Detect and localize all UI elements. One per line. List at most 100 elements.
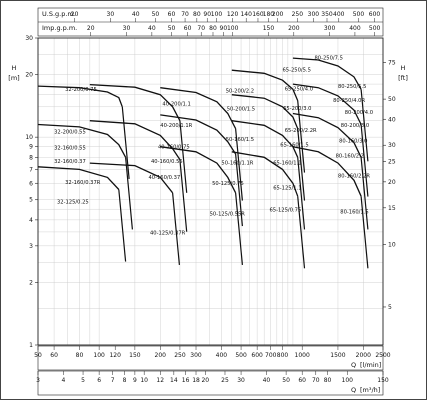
lmin-tick-label: 1000 [295, 352, 310, 359]
impgpm-tick-label: 200 [288, 25, 300, 32]
usgpm-tick-label: 180 [263, 11, 275, 18]
lmin-tick-label: 50 [34, 352, 42, 359]
m3h-tick-label: 7 [111, 377, 115, 384]
curve-50-200 [160, 87, 237, 129]
y-tick-label: 2 [29, 279, 33, 286]
y2-tick-label: 20 [388, 179, 396, 186]
lmin-tick-label: 60 [50, 352, 58, 359]
curve-65-200 [231, 94, 299, 129]
y-tick-label: 4 [29, 217, 33, 224]
impgpm-tick-label: 100 [227, 25, 239, 32]
curve-edge-50-200 [235, 128, 243, 201]
curve-50-160 [160, 114, 237, 155]
curve-65-125 [231, 151, 299, 197]
curve-32-200 [37, 85, 123, 108]
curve-32-125 [37, 166, 120, 190]
lmin-tick-label: 1500 [330, 352, 345, 359]
y2-axis-label: H [401, 64, 406, 72]
usgpm-tick-label: 160 [252, 11, 264, 18]
lmin-tick-label: 300 [190, 352, 202, 359]
y-tick-label: 30 [25, 35, 33, 42]
usgpm-tick-label: 350 [321, 11, 333, 18]
curve-label: 32-125/0.25 [57, 199, 89, 205]
curve-32-160 [37, 123, 127, 158]
y2-tick-label: 40 [388, 116, 396, 123]
curve-label: 50-160/1.1R [221, 160, 253, 166]
m3h-tick-label: 80 [324, 377, 332, 384]
lmin-tick-label: 80 [76, 352, 84, 359]
m3h-tick-label: 150 [377, 377, 389, 384]
curve-edge-80-250 [360, 89, 369, 162]
lmin-axis-unit: [l/min] [360, 361, 381, 369]
usgpm-tick-label: 100 [211, 11, 223, 18]
lmin-axis-label: Q [351, 361, 356, 369]
m3h-tick-label: 100 [342, 377, 354, 384]
curve-label: 32-200/0.75 [65, 87, 97, 93]
curve-65-160 [231, 120, 299, 158]
m3h-axis-label: Q [351, 386, 356, 394]
curve-label: 65-200/3.0 [283, 106, 311, 112]
curve-80-200 [292, 83, 362, 125]
usgpm-tick-label: 20 [71, 11, 79, 18]
curve-65-250 [231, 69, 299, 101]
y2-tick-label: 75 [388, 60, 396, 67]
curve-label: 40-160/0.37 [149, 175, 181, 181]
curve-label: 50-200/2.2 [226, 89, 254, 95]
y2-tick-label: 5 [388, 304, 392, 311]
curve-40-125 [89, 162, 174, 194]
lmin-tick-label: 800 [277, 352, 289, 359]
y2-tick-label: 30 [388, 142, 396, 149]
m3h-tick-label: 12 [156, 377, 164, 384]
curve-edge-65-125 [297, 196, 306, 269]
lmin-axis-frame [37, 345, 384, 371]
usgpm-tick-label: 120 [227, 11, 239, 18]
curve-label: 50-200/1.5 [227, 107, 255, 113]
lmin-tick-label: 700 [265, 352, 277, 359]
y2-tick-label: 50 [388, 96, 396, 103]
curve-label: 32-160/0.37 [54, 159, 86, 165]
m3h-tick-label: 25 [221, 377, 229, 384]
lmin-tick-label: 100 [93, 352, 105, 359]
usgpm-tick-label: 40 [132, 11, 140, 18]
curve-edge-80-160 [360, 157, 369, 230]
curve-edge-40-125 [172, 192, 180, 265]
y2-tick-label: 15 [388, 205, 396, 212]
m3h-tick-label: 30 [237, 377, 245, 384]
impgpm-tick-label: 40 [148, 25, 156, 32]
usgpm-tick-label: 200 [272, 11, 284, 18]
curve-edge-65-250 [297, 100, 306, 173]
m3h-tick-label: 18 [192, 377, 200, 384]
plot-frame [37, 37, 384, 346]
usgpm-tick-label: 250 [292, 11, 304, 18]
curve-80-250 [292, 57, 362, 90]
curve-label: 32-200/0.55 [54, 130, 86, 136]
lmin-tick-label: 150 [129, 352, 141, 359]
usgpm-axis-label: U.S.g.p.m. [42, 10, 76, 18]
m3h-tick-label: 3 [36, 377, 40, 384]
impgpm-tick-label: 20 [87, 25, 95, 32]
curve-label: 80-200/3.0 [341, 123, 369, 129]
curve-80-160 [292, 112, 362, 158]
curve-edge-40-200 [179, 120, 188, 193]
curve-80-125 [292, 146, 362, 197]
y-tick-label: 7 [29, 166, 33, 173]
usgpm-tick-label: 50 [152, 11, 160, 18]
curve-label: 32-160/0.37R [65, 180, 101, 186]
y2-tick-label: 10 [388, 241, 396, 248]
curve-edge-32-125 [118, 189, 127, 262]
y-tick-label: 9 [29, 144, 33, 151]
curve-label: 40-200/1.1 [162, 102, 190, 108]
curve-edge-40-160 [179, 159, 188, 232]
curve-label: 80-200/4.0 [345, 110, 373, 116]
m3h-tick-label: 4 [61, 377, 65, 384]
curve-label: 65-125/0.75 [270, 207, 302, 213]
m3h-tick-label: 20 [201, 377, 209, 384]
curve-edge-50-160 [235, 153, 243, 227]
curve-label: 65-160/1.5 [280, 143, 308, 149]
curve-label: 65-250/4.0 [285, 86, 313, 92]
curve-label: 50-160/1.5 [226, 137, 254, 143]
m3h-tick-label: 10 [140, 377, 148, 384]
y-tick-label: 3 [29, 243, 33, 250]
